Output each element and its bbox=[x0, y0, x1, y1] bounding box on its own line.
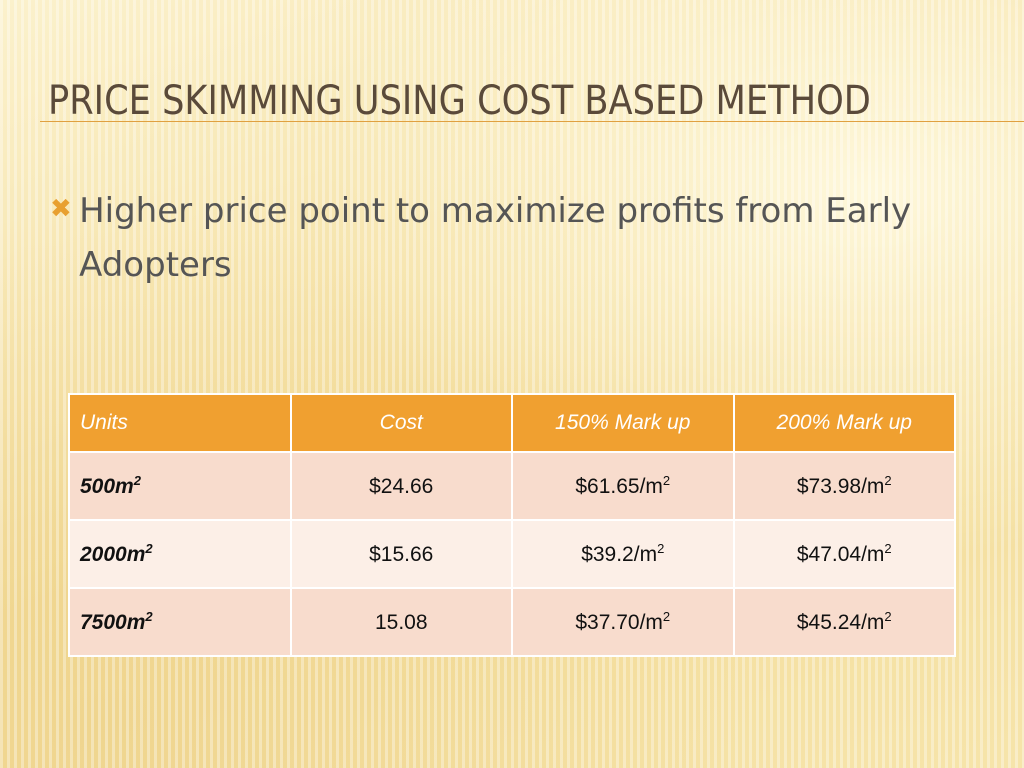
price-table: Units Cost 150% Mark up 200% Mark up 500… bbox=[68, 393, 956, 657]
header-markup-150: 150% Mark up bbox=[511, 393, 735, 453]
table-header-row: Units Cost 150% Mark up 200% Mark up bbox=[68, 393, 956, 453]
cell-units: 2000m2 bbox=[68, 519, 292, 589]
table-row: 7500m2 15.08 $37.70/m2 $45.24/m2 bbox=[68, 587, 956, 657]
cell-cost: $15.66 bbox=[289, 519, 513, 589]
cell-markup-150: $61.65/m2 bbox=[511, 451, 735, 521]
cell-units: 500m2 bbox=[68, 451, 292, 521]
cell-markup-200: $45.24/m2 bbox=[732, 587, 956, 657]
cell-markup-200: $73.98/m2 bbox=[732, 451, 956, 521]
bullet-item: ✖ Higher price point to maximize profits… bbox=[50, 186, 930, 292]
cell-cost: $24.66 bbox=[289, 451, 513, 521]
x-mark-icon: ✖ bbox=[50, 194, 72, 224]
header-units: Units bbox=[68, 393, 292, 453]
slide-title: Price Skimming using Cost Based Method bbox=[48, 78, 871, 124]
cell-markup-150: $39.2/m2 bbox=[511, 519, 735, 589]
header-markup-200: 200% Mark up bbox=[732, 393, 956, 453]
cell-cost: 15.08 bbox=[289, 587, 513, 657]
bullet-text: Higher price point to maximize profits f… bbox=[79, 191, 912, 285]
title-divider bbox=[40, 121, 1024, 122]
cell-markup-200: $47.04/m2 bbox=[732, 519, 956, 589]
cell-units: 7500m2 bbox=[68, 587, 292, 657]
cell-markup-150: $37.70/m2 bbox=[511, 587, 735, 657]
table-row: 2000m2 $15.66 $39.2/m2 $47.04/m2 bbox=[68, 519, 956, 589]
header-cost: Cost bbox=[289, 393, 513, 453]
table-row: 500m2 $24.66 $61.65/m2 $73.98/m2 bbox=[68, 451, 956, 521]
